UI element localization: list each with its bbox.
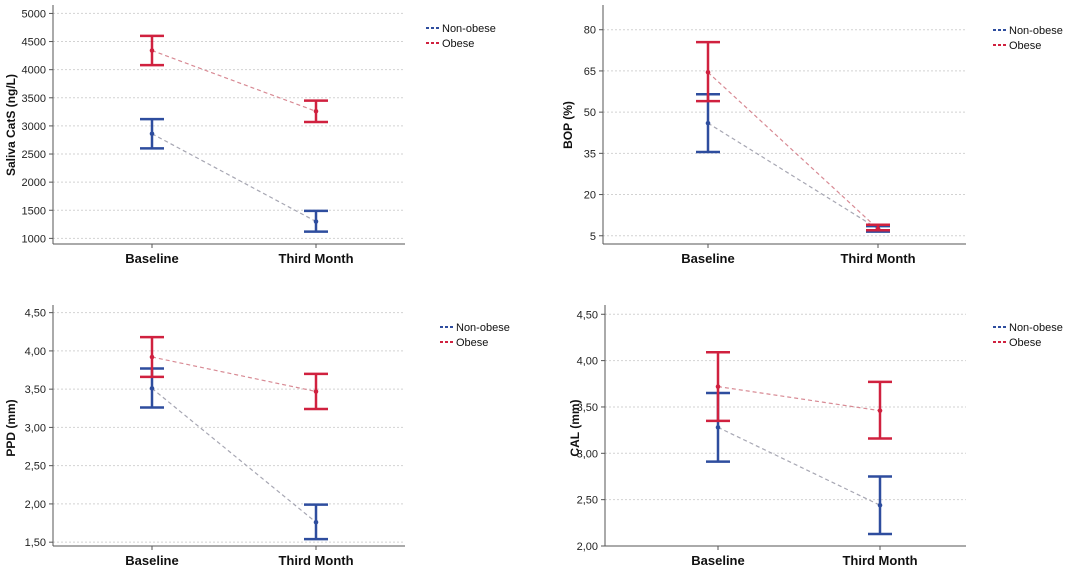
chart-panel-1: 1000 1500 2000 2500 3000 3500 4000 4500 5000 Base… — [4, 5, 496, 266]
legend-label: Obese — [456, 337, 488, 349]
y-tick-label: 3000 — [22, 121, 46, 133]
legend-label: Obese — [1009, 40, 1041, 52]
y-tick-label: 2000 — [22, 177, 46, 189]
legend-label: Non-obese — [442, 23, 496, 35]
y-tick-label: 2500 — [22, 149, 46, 161]
x-tick-label: Third Month — [278, 251, 353, 266]
x-tick-label: Third Month — [842, 553, 917, 568]
y-tick-label: 5 — [590, 231, 596, 243]
x-tick-label: Baseline — [691, 553, 744, 568]
legend-label: Non-obese — [456, 322, 510, 334]
y-tick-label: 2,50 — [577, 495, 598, 507]
chart-panel-2: 5 20 35 50 65 80 Baseline Third Month BOP (%) Non… — [561, 5, 1063, 266]
x-tick-label: Third Month — [278, 553, 353, 568]
y-tick-label: 5000 — [22, 8, 46, 20]
y-axis-title: BOP (%) — [561, 101, 575, 149]
legend-label: Obese — [1009, 337, 1041, 349]
y-tick-label: 2,00 — [25, 499, 46, 511]
mean-point-obese — [877, 408, 883, 413]
y-axis-title: Saliva CatS (ng/L) — [4, 74, 18, 176]
y-tick-label: 1,50 — [25, 537, 46, 549]
mean-point-obese — [705, 70, 711, 75]
y-tick-label: 4,50 — [577, 309, 598, 321]
legend-label: Non-obese — [1009, 322, 1063, 334]
series-line-obese — [717, 385, 881, 412]
series-line-non-obese — [717, 426, 881, 506]
series-line-obese — [151, 49, 317, 112]
y-tick-label: 3,50 — [577, 402, 598, 414]
mean-point-obese — [149, 48, 155, 53]
series-line-non-obese — [707, 122, 879, 230]
y-tick-label: 4500 — [22, 37, 46, 49]
y-axis-title: CAL (mm) — [568, 399, 582, 456]
mean-point-non-obese — [149, 131, 155, 137]
y-tick-label: 3,00 — [25, 422, 46, 434]
x-tick-label: Baseline — [681, 251, 734, 266]
y-tick-label: 4,50 — [25, 308, 46, 320]
series-line-obese — [707, 71, 879, 230]
mean-point-non-obese — [313, 519, 319, 525]
y-axis-title: PPD (mm) — [4, 399, 18, 456]
y-tick-label: 4,00 — [25, 346, 46, 358]
mean-point-non-obese — [715, 425, 721, 430]
legend-label: Obese — [442, 38, 474, 50]
y-tick-label: 3500 — [22, 93, 46, 105]
mean-point-non-obese — [313, 219, 319, 224]
y-tick-label: 65 — [584, 66, 596, 78]
x-tick-label: Baseline — [125, 251, 178, 266]
mean-point-non-obese — [877, 502, 883, 508]
y-tick-label: 1500 — [22, 205, 46, 217]
mean-point-non-obese — [705, 120, 711, 126]
y-tick-label: 35 — [584, 148, 596, 160]
mean-point-obese — [715, 384, 721, 389]
y-tick-label: 2,50 — [25, 461, 46, 473]
chart-panel-3: 1,50 2,00 2,50 3,00 3,50 4,00 4,50 Baseline Thir… — [4, 305, 510, 568]
y-tick-label: 4,00 — [577, 356, 598, 368]
chart-panel-4: 2,00 2,50 3,00 3,50 4,00 4,50 Baseline Third Mo… — [568, 305, 1063, 568]
mean-point-obese — [313, 389, 319, 394]
y-tick-label: 2,00 — [577, 541, 598, 553]
y-tick-label: 20 — [584, 190, 596, 202]
y-tick-label: 80 — [584, 25, 596, 37]
mean-point-obese — [875, 226, 881, 232]
series-line-obese — [151, 356, 317, 393]
mean-point-obese — [313, 108, 319, 114]
series-line-non-obese — [151, 387, 317, 523]
y-tick-label: 3,50 — [25, 384, 46, 396]
mean-point-non-obese — [149, 386, 155, 391]
y-tick-label: 3,00 — [577, 448, 598, 460]
mean-point-obese — [149, 354, 155, 360]
y-tick-label: 1000 — [22, 233, 46, 245]
y-tick-label: 50 — [584, 107, 596, 119]
x-tick-label: Baseline — [125, 553, 178, 568]
series-line-non-obese — [151, 133, 317, 223]
x-tick-label: Third Month — [840, 251, 915, 266]
y-tick-label: 4000 — [22, 65, 46, 77]
legend-label: Non-obese — [1009, 25, 1063, 37]
